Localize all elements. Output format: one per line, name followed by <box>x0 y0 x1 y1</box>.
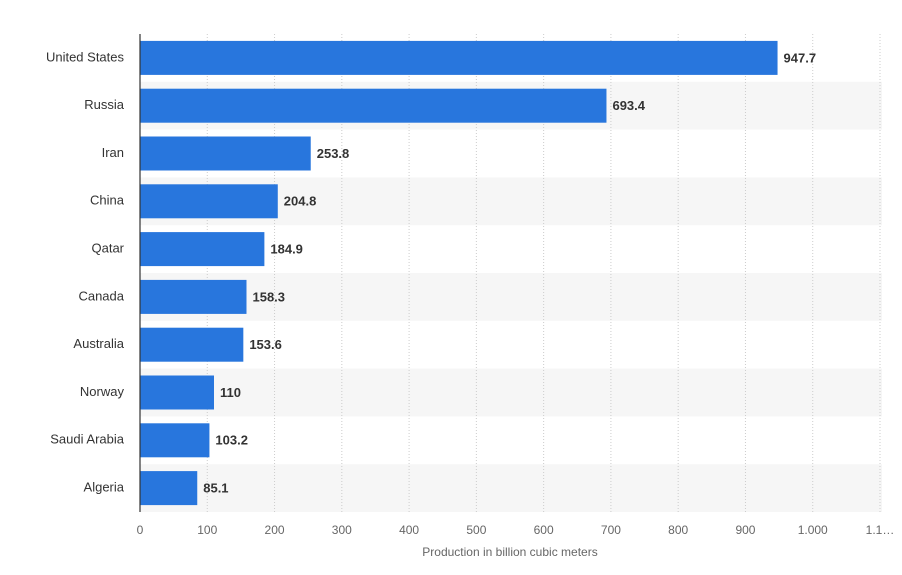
value-label: 103.2 <box>215 433 248 448</box>
y-tick-label: Iran <box>102 145 124 160</box>
bar <box>140 423 210 458</box>
value-label: 184.9 <box>270 242 303 257</box>
value-label: 253.8 <box>317 146 350 161</box>
y-tick-label: Canada <box>78 288 124 303</box>
y-tick-label: Australia <box>73 336 124 351</box>
y-tick-label: Qatar <box>91 241 124 256</box>
x-tick-label: 1.000 <box>798 523 828 537</box>
bar <box>140 471 198 506</box>
x-tick-label: 100 <box>197 523 217 537</box>
bar <box>140 88 607 123</box>
bar <box>140 40 778 75</box>
bar <box>140 279 247 314</box>
value-label: 947.7 <box>784 50 817 65</box>
y-tick-label: China <box>90 193 125 208</box>
y-tick-label: Norway <box>80 384 125 399</box>
x-tick-label: 0 <box>137 523 144 537</box>
bar <box>140 232 265 267</box>
y-tick-label: Algeria <box>84 480 125 495</box>
y-tick-label: Saudi Arabia <box>50 432 124 447</box>
bar <box>140 184 278 219</box>
x-tick-label: 500 <box>466 523 486 537</box>
x-tick-label: 700 <box>601 523 621 537</box>
value-label: 158.3 <box>252 289 285 304</box>
x-tick-label: 1.1… <box>866 523 895 537</box>
x-tick-label: 300 <box>332 523 352 537</box>
row-background <box>140 368 882 417</box>
value-label: 110 <box>220 385 241 400</box>
value-label: 204.8 <box>284 194 317 209</box>
x-tick-label: 900 <box>735 523 755 537</box>
bar <box>140 327 244 362</box>
y-tick-label: Russia <box>84 97 125 112</box>
value-label: 85.1 <box>203 481 228 496</box>
x-tick-label: 400 <box>399 523 419 537</box>
x-tick-label: 200 <box>265 523 285 537</box>
bar <box>140 136 311 171</box>
row-background <box>140 273 882 321</box>
y-tick-label: United States <box>46 49 125 64</box>
value-label: 693.4 <box>612 98 645 113</box>
row-background <box>140 464 882 512</box>
value-label: 153.6 <box>249 337 282 352</box>
x-tick-label: 600 <box>534 523 554 537</box>
x-tick-label: 800 <box>668 523 688 537</box>
bar <box>140 375 214 410</box>
x-axis-label: Production in billion cubic meters <box>422 545 597 559</box>
